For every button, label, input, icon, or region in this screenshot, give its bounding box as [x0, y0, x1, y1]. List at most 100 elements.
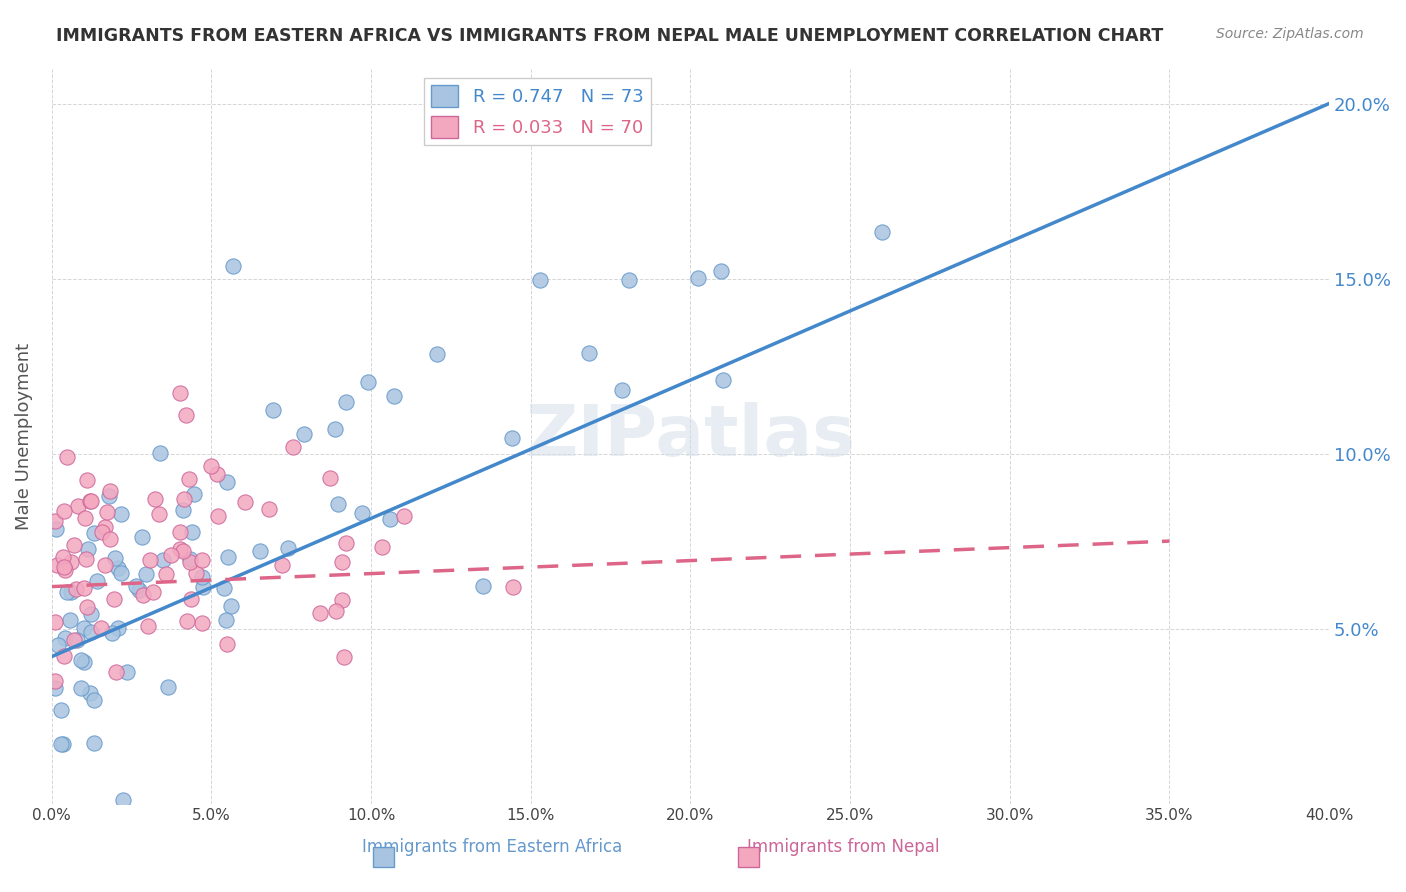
- Point: [73, 582, 96, 596]
- Point: [325, 604, 347, 618]
- Point: [83, 693, 105, 707]
- Point: [90, 621, 112, 635]
- Point: [60, 584, 83, 599]
- Point: [205, 467, 228, 482]
- Point: [233, 495, 256, 509]
- Point: [101, 626, 124, 640]
- Point: [80, 494, 103, 508]
- Point: [352, 506, 374, 520]
- Point: [75, 552, 97, 566]
- Point: [76, 473, 98, 487]
- Point: [173, 492, 195, 507]
- Point: [501, 431, 523, 445]
- Point: [94, 520, 117, 534]
- Point: [186, 566, 208, 580]
- Point: [502, 580, 524, 594]
- Point: [73, 655, 96, 669]
- Point: [277, 541, 299, 555]
- Point: [319, 471, 342, 485]
- Text: Source: ZipAtlas.com: Source: ZipAtlas.com: [1216, 27, 1364, 41]
- Point: [44, 514, 66, 528]
- Point: [53, 504, 76, 518]
- Point: [183, 487, 205, 501]
- Point: [110, 566, 132, 580]
- Point: [55, 585, 77, 599]
- Point: [52, 549, 75, 564]
- Point: [180, 591, 202, 606]
- Point: [179, 552, 201, 566]
- Point: [394, 509, 416, 524]
- Text: IMMIGRANTS FROM EASTERN AFRICA VS IMMIGRANTS FROM NEPAL MALE UNEMPLOYMENT CORREL: IMMIGRANTS FROM EASTERN AFRICA VS IMMIGR…: [56, 27, 1164, 45]
- Point: [110, 508, 132, 522]
- Point: [55, 563, 77, 577]
- Point: [152, 552, 174, 566]
- Point: [326, 497, 349, 511]
- Point: [79, 493, 101, 508]
- Point: [46, 558, 69, 573]
- Point: [79, 607, 101, 622]
- Point: [472, 579, 495, 593]
- Point: [53, 559, 76, 574]
- Point: [172, 543, 194, 558]
- Point: [52, 649, 75, 664]
- Point: [271, 558, 294, 573]
- Point: [48, 638, 70, 652]
- Point: [160, 548, 183, 562]
- Point: [91, 525, 114, 540]
- Point: [212, 582, 235, 596]
- Point: [157, 680, 180, 694]
- Point: [103, 592, 125, 607]
- Point: [44, 673, 66, 688]
- Point: [371, 540, 394, 554]
- Point: [191, 553, 214, 567]
- Point: [193, 580, 215, 594]
- Point: [73, 621, 96, 635]
- Point: [172, 502, 194, 516]
- Point: [49, 703, 72, 717]
- Point: [578, 346, 600, 360]
- Point: [357, 375, 380, 389]
- Point: [330, 555, 353, 569]
- Point: [215, 475, 238, 489]
- Point: [190, 616, 212, 631]
- Point: [136, 619, 159, 633]
- Point: [148, 507, 170, 521]
- Point: [52, 737, 75, 751]
- Point: [332, 593, 354, 607]
- Point: [529, 273, 551, 287]
- Point: [323, 422, 346, 436]
- Point: [249, 544, 271, 558]
- Point: [107, 621, 129, 635]
- Point: [70, 653, 93, 667]
- Point: [104, 550, 127, 565]
- Point: [79, 686, 101, 700]
- Point: [169, 386, 191, 401]
- Point: [335, 394, 357, 409]
- Point: [292, 426, 315, 441]
- Point: [76, 542, 98, 557]
- Point: [181, 524, 204, 539]
- Point: [67, 499, 90, 513]
- Point: [131, 530, 153, 544]
- Point: [308, 607, 330, 621]
- Point: [132, 588, 155, 602]
- Point: [112, 793, 135, 807]
- Point: [125, 579, 148, 593]
- Text: Immigrants from Nepal: Immigrants from Nepal: [748, 838, 939, 856]
- Point: [176, 615, 198, 629]
- Point: [83, 736, 105, 750]
- Y-axis label: Male Unemployment: Male Unemployment: [15, 343, 32, 530]
- Point: [76, 599, 98, 614]
- Point: [283, 440, 305, 454]
- Point: [56, 450, 79, 464]
- Point: [86, 574, 108, 588]
- Point: [257, 501, 280, 516]
- Point: [222, 259, 245, 273]
- Point: [58, 613, 80, 627]
- Point: [69, 681, 91, 695]
- Point: [870, 225, 893, 239]
- Point: [66, 633, 89, 648]
- Point: [333, 649, 356, 664]
- Point: [98, 483, 121, 498]
- Point: [200, 459, 222, 474]
